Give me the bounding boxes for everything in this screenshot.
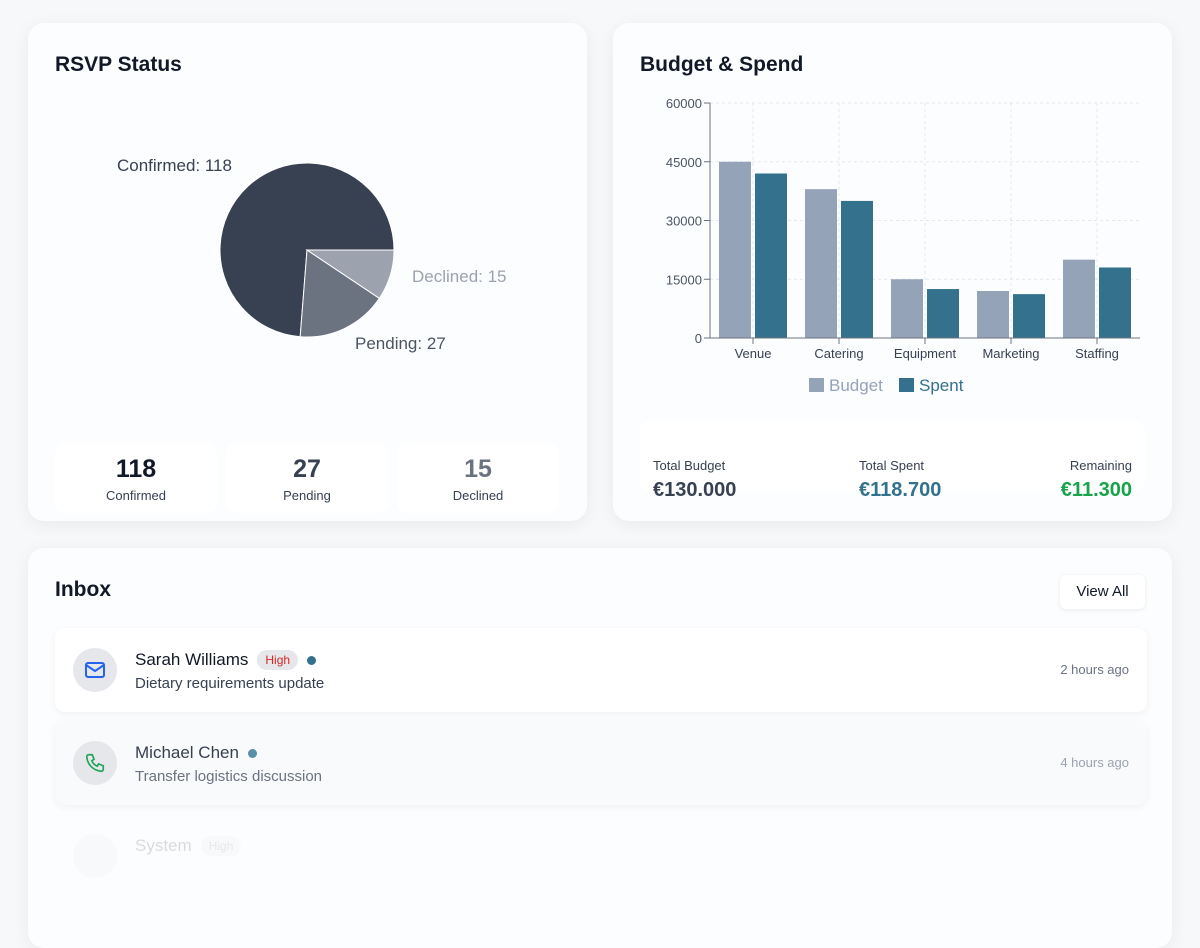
rsvp-pie-chart: Confirmed: 118 Pending: 27 Declined: 15 xyxy=(117,156,507,353)
legend-swatch xyxy=(809,378,824,392)
legend-label: Budget xyxy=(829,376,883,395)
budget-title: Budget & Spend xyxy=(640,53,804,76)
bar-spent-equipment xyxy=(927,289,959,338)
bar-spent-staffing xyxy=(1099,267,1131,338)
x-tick-label: Marketing xyxy=(982,346,1039,361)
y-tick-label: 30000 xyxy=(666,214,702,229)
legend-label: Spent xyxy=(919,376,964,395)
total-label: Total Spent xyxy=(859,458,925,473)
y-tick-label: 0 xyxy=(695,331,702,346)
bar-budget-staffing xyxy=(1063,259,1095,338)
pie-slice-pending xyxy=(299,249,381,338)
message-time: 2 hours ago xyxy=(1060,662,1129,677)
bar-spent-venue xyxy=(755,173,787,338)
priority-badge: High xyxy=(200,836,242,856)
sender-name: System xyxy=(135,836,192,855)
stat-pending: 27 Pending xyxy=(226,443,388,513)
y-tick-label: 45000 xyxy=(666,155,702,170)
total-spent: Total Spent €118.700 xyxy=(859,458,941,502)
total-label: Remaining xyxy=(1069,458,1132,473)
bar-spent-marketing xyxy=(1013,294,1045,338)
x-tick-label: Staffing xyxy=(1075,346,1119,361)
phone-icon xyxy=(73,741,117,785)
total-value: €130.000 xyxy=(653,479,737,501)
total-label: Total Budget xyxy=(653,458,726,473)
y-tick-label: 60000 xyxy=(666,96,702,111)
stat-label: Pending xyxy=(283,488,331,503)
message-item[interactable]: System High xyxy=(55,814,1147,898)
stat-label: Declined xyxy=(452,488,504,503)
sender-name: Sarah Williams xyxy=(135,650,249,669)
inbox-card: Inbox View All Sarah Williams High Dietar… xyxy=(28,548,1172,948)
remaining: Remaining €11.300 xyxy=(1061,458,1132,502)
system-icon xyxy=(73,834,117,878)
stat-value: 118 xyxy=(115,455,157,483)
message-subject: Transfer logistics discussion xyxy=(135,768,323,785)
message-item[interactable]: Sarah Williams High Dietary requirements … xyxy=(55,628,1147,712)
stat-declined: 15 Declined xyxy=(397,443,559,513)
bar-spent-catering xyxy=(841,200,873,338)
x-tick-label: Equipment xyxy=(894,346,957,361)
legend-swatch xyxy=(899,378,914,392)
sender-name: Michael Chen xyxy=(135,743,239,762)
stat-label: Confirmed xyxy=(106,488,166,503)
bar-budget-venue xyxy=(719,161,751,338)
mail-icon xyxy=(73,648,117,692)
inbox-title: Inbox xyxy=(55,578,111,601)
pie-label: Confirmed: 118 xyxy=(117,156,232,175)
unread-dot xyxy=(247,748,257,758)
budget-bar-chart: 0 15000 30000 45000 60000 Venue Catering Equipm… xyxy=(666,96,1140,395)
pie-label: Pending: 27 xyxy=(355,334,446,353)
totals-panel xyxy=(640,421,1145,491)
rsvp-card: RSVP Status Confirmed: 118 Pending: 27 Dec… xyxy=(28,23,587,521)
total-value: €118.700 xyxy=(859,479,942,501)
message-subject: Dietary requirements update xyxy=(135,675,325,692)
rsvp-title: RSVP Status xyxy=(55,53,182,76)
message-time: 4 hours ago xyxy=(1060,755,1129,770)
total-budget: Total Budget €130.000 xyxy=(653,458,736,502)
message-item[interactable]: Michael Chen Transfer logistics discussi… xyxy=(55,721,1147,805)
budget-card: Budget & Spend 0 15000 30000 45000 60000 Venu… xyxy=(613,23,1172,521)
stat-value: 15 xyxy=(464,455,492,483)
view-all-button[interactable]: View All xyxy=(1060,575,1145,609)
priority-badge: High xyxy=(257,650,299,670)
pie-slice-declined xyxy=(305,249,395,300)
bar-budget-catering xyxy=(805,189,837,338)
x-tick-label: Venue xyxy=(735,346,772,361)
bar-budget-marketing xyxy=(977,291,1009,338)
stat-confirmed: 118 Confirmed xyxy=(55,443,217,513)
bar-budget-equipment xyxy=(891,279,923,338)
pie-label: Declined: 15 xyxy=(412,267,507,286)
y-tick-label: 15000 xyxy=(666,272,702,287)
x-tick-label: Catering xyxy=(814,346,863,361)
stat-value: 27 xyxy=(293,455,321,483)
unread-dot xyxy=(307,655,317,665)
total-value: €11.300 xyxy=(1060,479,1132,501)
